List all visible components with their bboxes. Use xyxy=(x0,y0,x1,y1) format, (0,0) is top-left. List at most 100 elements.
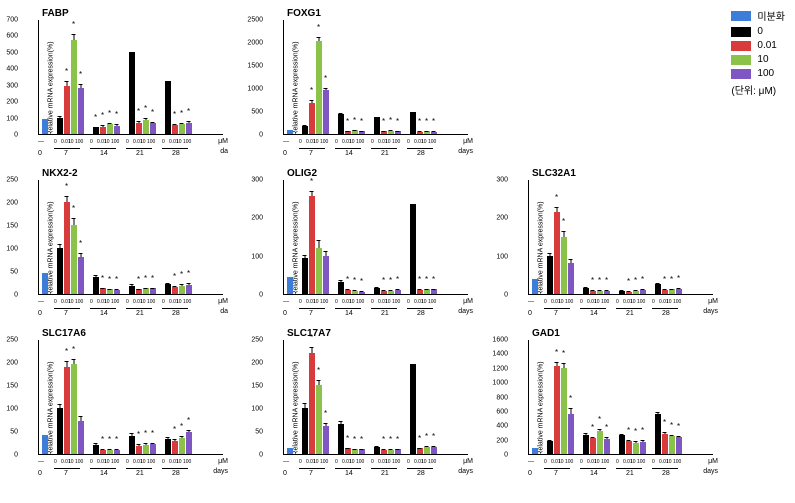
bar: * xyxy=(172,441,178,454)
bar: * xyxy=(309,353,315,454)
bar: * xyxy=(388,450,394,454)
bar: * xyxy=(395,131,401,134)
bar xyxy=(165,284,171,294)
bar: * xyxy=(431,447,437,454)
bar: * xyxy=(669,436,675,454)
bar: * xyxy=(424,289,430,294)
bar xyxy=(302,258,308,294)
bar: * xyxy=(597,291,603,294)
bar-undiff xyxy=(42,273,48,294)
bar: * xyxy=(186,285,192,294)
unit-label: μM xyxy=(218,138,228,145)
bar: * xyxy=(381,131,387,134)
bar: * xyxy=(352,449,358,454)
bar: * xyxy=(640,442,646,454)
bar: * xyxy=(316,41,322,134)
bar-undiff xyxy=(532,448,538,454)
bar xyxy=(129,436,135,454)
unit-label: μM xyxy=(218,298,228,305)
bar: * xyxy=(359,292,365,294)
bar: * xyxy=(554,366,560,454)
bar: * xyxy=(179,124,185,134)
bar: * xyxy=(143,288,149,294)
bar: * xyxy=(71,40,77,134)
bar: * xyxy=(597,431,603,454)
bar: * xyxy=(604,439,610,454)
bar xyxy=(338,282,344,294)
bar: * xyxy=(359,449,365,454)
bar: * xyxy=(662,434,668,454)
bar: * xyxy=(676,437,682,454)
chart-title: GAD1 xyxy=(532,328,560,339)
unit-label: μM xyxy=(218,458,228,465)
chart-foxg1: FOXG1Relative mRNA expression(%)05001000… xyxy=(255,10,475,160)
bar xyxy=(316,248,322,294)
bar xyxy=(302,126,308,134)
bar: * xyxy=(107,450,113,454)
bar: * xyxy=(64,86,70,134)
bar: * xyxy=(640,290,646,294)
bar: * xyxy=(431,289,437,294)
bar: * xyxy=(71,364,77,454)
unit-label: μM xyxy=(463,458,473,465)
bar xyxy=(129,286,135,294)
bar xyxy=(165,81,171,134)
bar: * xyxy=(100,450,106,454)
bar: * xyxy=(626,292,632,294)
bar: * xyxy=(114,450,120,454)
bar: * xyxy=(107,289,113,294)
bar: * xyxy=(561,368,567,454)
bar: * xyxy=(114,126,120,134)
bar xyxy=(410,204,416,294)
bar: * xyxy=(150,123,156,134)
bar: * xyxy=(345,131,351,134)
bar: * xyxy=(388,291,394,294)
bar: * xyxy=(395,449,401,454)
bar xyxy=(57,408,63,454)
bar xyxy=(374,288,380,294)
bar xyxy=(374,447,380,454)
bar: * xyxy=(136,446,142,454)
bar: * xyxy=(309,196,315,294)
bar: * xyxy=(172,287,178,294)
bar: * xyxy=(669,289,675,294)
bar: * xyxy=(417,132,423,134)
bar: * xyxy=(633,443,639,455)
bar-undiff xyxy=(287,448,293,454)
bar xyxy=(302,408,308,454)
bar: * xyxy=(417,448,423,454)
chart-slc17a6: SLC17A6Relative mRNA expression(%)050100… xyxy=(10,330,230,480)
bar: * xyxy=(78,88,84,134)
bar: * xyxy=(381,450,387,454)
chart-title: SLC32A1 xyxy=(532,168,576,179)
legend-item: 10 xyxy=(731,54,785,65)
bar: * xyxy=(136,123,142,135)
bar: * xyxy=(150,444,156,454)
chart-title: FABP xyxy=(42,8,69,19)
bar xyxy=(323,256,329,294)
bar: * xyxy=(323,426,329,454)
bar: * xyxy=(64,367,70,454)
chart-title: FOXG1 xyxy=(287,8,321,19)
bar: * xyxy=(662,290,668,294)
bar: * xyxy=(316,385,322,454)
bar xyxy=(583,435,589,454)
bar xyxy=(410,364,416,454)
legend-item: 100 xyxy=(731,68,785,79)
legend-item: 0 xyxy=(731,26,785,37)
bar: * xyxy=(107,124,113,134)
bar: * xyxy=(78,257,84,294)
bar: * xyxy=(143,445,149,454)
bar xyxy=(93,277,99,294)
bar xyxy=(57,248,63,294)
bar: * xyxy=(590,438,596,454)
chart-slc32a1: SLC32A1Relative mRNA expression(%)010020… xyxy=(500,170,720,320)
bar-undiff xyxy=(287,130,293,134)
unit-label: μM xyxy=(708,298,718,305)
bar: * xyxy=(143,120,149,134)
bar: * xyxy=(424,131,430,134)
bar xyxy=(410,112,416,134)
bar: * xyxy=(100,288,106,294)
bar: * xyxy=(179,438,185,454)
unit-label: μM xyxy=(708,458,718,465)
